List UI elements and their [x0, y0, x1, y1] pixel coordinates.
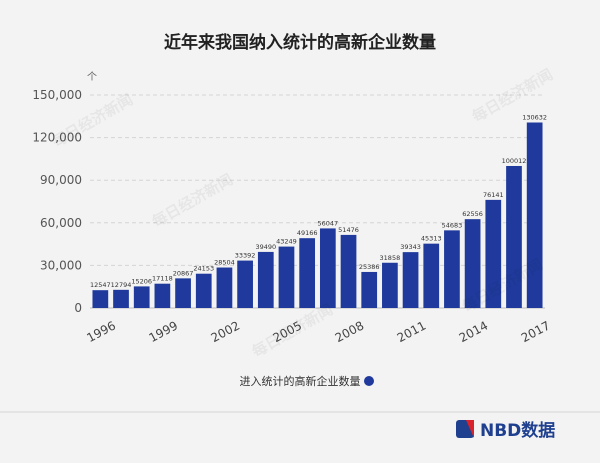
legend: 进入统计的高新企业数量 [240, 374, 374, 388]
y-tick-label: 90,000 [40, 173, 82, 187]
data-label-2006: 49166 [297, 229, 318, 237]
bars [92, 122, 543, 308]
bar-2001 [195, 273, 212, 308]
bar-2010 [382, 262, 398, 308]
brand-name: NBD数据 [480, 420, 555, 441]
bar-2004 [257, 251, 274, 308]
data-label-2013: 54683 [442, 221, 463, 229]
y-tick-label: 150,000 [32, 88, 82, 102]
bar-2011 [402, 252, 419, 308]
bar-1997 [113, 289, 129, 308]
bar-1998 [133, 286, 150, 308]
data-label-2011: 39343 [400, 243, 421, 251]
nbd-logo-accent [466, 420, 474, 438]
data-label-2001: 24153 [193, 265, 214, 273]
bar-1999 [154, 283, 171, 308]
data-label-2003: 33392 [235, 252, 256, 260]
watermark-text: 每日经济新闻 [249, 300, 336, 361]
y-tick-label: 30,000 [40, 258, 82, 272]
y-tick-label: 0 [74, 301, 82, 315]
data-label-2010: 31858 [380, 254, 401, 262]
data-label-2017: 130632 [522, 114, 547, 122]
bar-2003 [237, 260, 253, 308]
x-tick-label-2002: 2002 [209, 318, 243, 345]
bar-2013 [444, 230, 460, 308]
data-label-1996: 12547 [90, 281, 111, 289]
bar-2016 [506, 165, 522, 308]
brand-logo: NBD数据 [0, 411, 600, 441]
x-tick-label-1999: 1999 [147, 318, 181, 345]
data-label-2002: 28504 [214, 259, 235, 267]
chart-title: 近年来我国纳入统计的高新企业数量 [164, 32, 436, 53]
legend-label: 进入统计的高新企业数量 [240, 374, 361, 388]
bar-2002 [216, 267, 233, 308]
x-tick-label-1996: 1996 [85, 318, 119, 345]
y-tick-label: 120,000 [32, 131, 82, 145]
bar-2008 [340, 234, 357, 308]
x-tick-label-2017: 2017 [519, 318, 553, 345]
bar-2007 [319, 228, 336, 308]
x-tick-label-2008: 2008 [333, 318, 367, 345]
watermark-text: 每日经济新闻 [149, 170, 236, 231]
data-label-1998: 15206 [131, 277, 152, 285]
bar-2006 [299, 238, 316, 308]
bar-2009 [361, 271, 378, 308]
y-axis-unit: 个 [87, 71, 97, 83]
legend-swatch [364, 376, 374, 386]
bar-2015 [485, 199, 502, 308]
x-tick-label-2014: 2014 [457, 318, 491, 345]
data-label-2016: 100012 [502, 157, 527, 165]
data-label-2005: 43249 [276, 238, 297, 246]
y-axis-ticks: 0 30,000 60,000 90,000 120,000 150,000 [32, 88, 82, 315]
bar-2017 [526, 122, 543, 308]
bar-2014 [464, 219, 481, 308]
data-label-2008: 51476 [338, 226, 359, 234]
bar-2005 [278, 246, 295, 308]
y-tick-label: 60,000 [40, 216, 82, 230]
x-tick-label-2011: 2011 [395, 318, 429, 345]
data-label-2004: 39490 [255, 243, 276, 251]
data-label-2009: 25386 [359, 263, 380, 271]
data-labels: 12547 12794 15206 1711820867241532850433392… [90, 114, 547, 290]
bar-2012 [423, 243, 440, 308]
data-label-1997: 12794 [111, 281, 132, 289]
data-label-2007: 56047 [317, 219, 338, 227]
data-label-2015: 76141 [483, 191, 504, 199]
data-label-2014: 62556 [462, 210, 483, 218]
bar-1996 [92, 290, 109, 308]
data-label-2012: 45313 [421, 235, 442, 243]
data-label-2000: 20867 [173, 269, 194, 277]
data-label-1999: 17118 [152, 275, 173, 283]
bar-2000 [175, 278, 191, 308]
